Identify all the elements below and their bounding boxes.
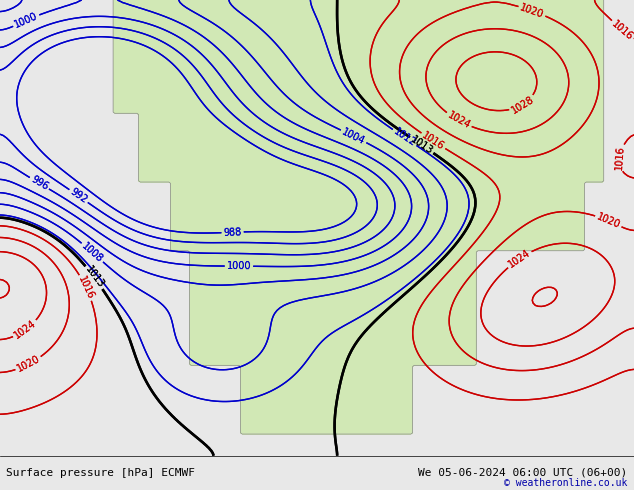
Text: 1004: 1004: [340, 126, 367, 146]
Text: 992: 992: [68, 187, 89, 205]
Text: 1013: 1013: [83, 265, 105, 290]
Text: 1024: 1024: [446, 110, 472, 131]
Text: 1016: 1016: [76, 274, 96, 301]
Text: 1016: 1016: [76, 274, 96, 301]
Text: 1016: 1016: [420, 130, 446, 152]
Text: 1016: 1016: [614, 145, 625, 171]
Text: 1013: 1013: [83, 265, 105, 290]
Text: © weatheronline.co.uk: © weatheronline.co.uk: [504, 478, 628, 488]
Text: 1000: 1000: [13, 11, 39, 30]
Text: 1008: 1008: [80, 241, 105, 264]
Text: 1004: 1004: [340, 126, 367, 146]
Text: 1024: 1024: [13, 318, 39, 341]
Text: 1008: 1008: [80, 241, 105, 264]
Text: Surface pressure [hPa] ECMWF: Surface pressure [hPa] ECMWF: [6, 467, 195, 478]
Text: 1016: 1016: [420, 130, 446, 152]
Text: We 05-06-2024 06:00 UTC (06+00): We 05-06-2024 06:00 UTC (06+00): [418, 467, 628, 478]
Text: 1024: 1024: [507, 248, 533, 270]
Text: 1000: 1000: [227, 261, 251, 271]
Text: 1020: 1020: [15, 354, 42, 374]
Text: 1020: 1020: [595, 212, 622, 230]
Text: 1016: 1016: [609, 19, 634, 42]
Text: 1012: 1012: [392, 126, 418, 148]
Text: 996: 996: [29, 174, 50, 192]
Text: 1020: 1020: [15, 354, 42, 374]
Text: 1028: 1028: [509, 94, 536, 115]
Text: 1020: 1020: [519, 2, 545, 20]
Text: 996: 996: [29, 174, 50, 192]
Text: 1024: 1024: [507, 248, 533, 270]
Text: 1024: 1024: [446, 110, 472, 131]
Text: 1013: 1013: [409, 134, 434, 156]
Text: 1020: 1020: [519, 2, 545, 20]
Text: 1012: 1012: [392, 126, 418, 148]
Text: 1000: 1000: [13, 11, 39, 30]
Text: 1020: 1020: [595, 212, 622, 230]
Text: 1013: 1013: [409, 134, 434, 156]
Text: 1016: 1016: [614, 145, 625, 171]
Text: 1000: 1000: [227, 261, 251, 271]
Text: 1016: 1016: [609, 19, 634, 42]
Text: 992: 992: [68, 187, 89, 205]
Text: 1028: 1028: [509, 94, 536, 115]
Text: 988: 988: [223, 227, 242, 238]
Text: 1024: 1024: [13, 318, 39, 341]
Text: 988: 988: [223, 227, 242, 238]
